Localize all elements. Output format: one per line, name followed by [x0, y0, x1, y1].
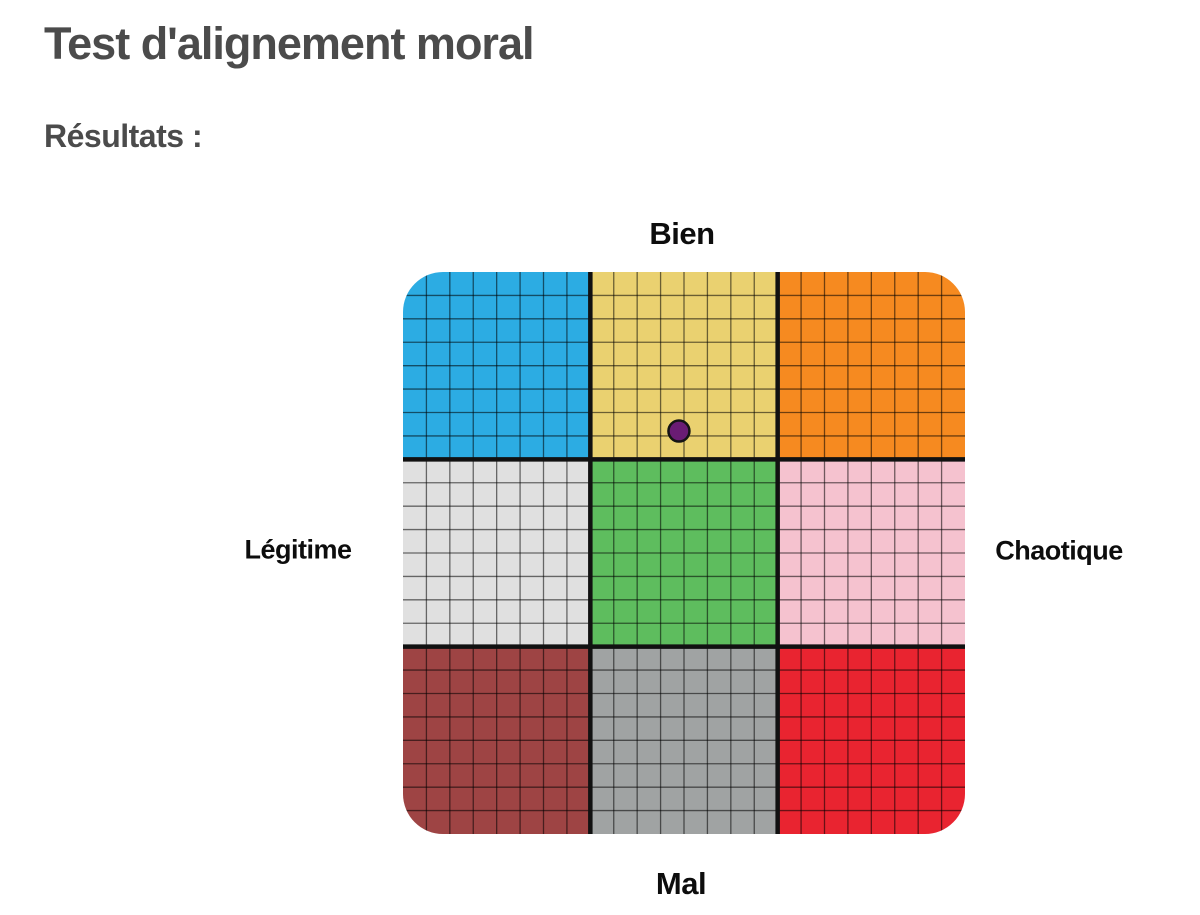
axis-label-chaotic: Chaotique — [995, 535, 1123, 566]
page-title: Test d'alignement moral — [44, 18, 534, 69]
results-heading: Résultats : — [44, 118, 203, 154]
axis-label-good: Bien — [649, 216, 715, 251]
alignment-chart — [403, 272, 965, 834]
axis-label-lawful: Légitime — [244, 534, 352, 565]
axis-label-evil: Mal — [655, 866, 707, 901]
result-point — [667, 419, 691, 443]
